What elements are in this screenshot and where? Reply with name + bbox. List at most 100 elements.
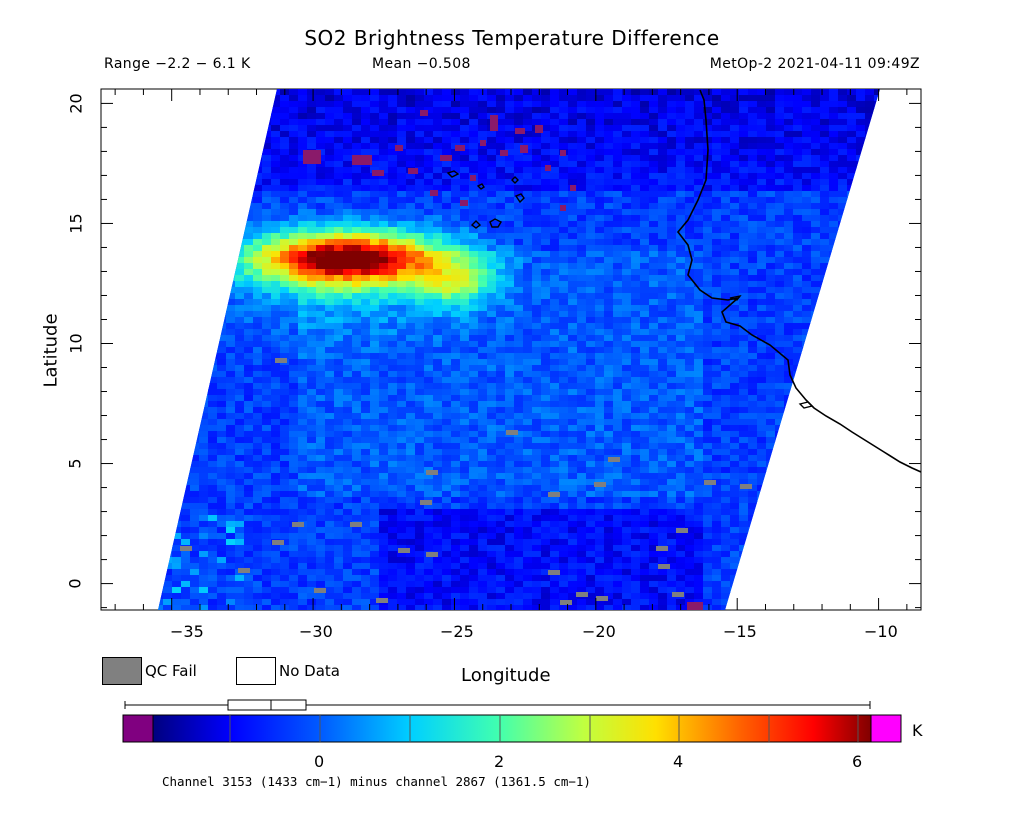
heatmap-cell bbox=[406, 353, 416, 360]
heatmap-cell bbox=[523, 353, 533, 360]
heatmap-cell bbox=[433, 245, 443, 252]
heatmap-cell bbox=[361, 329, 371, 336]
heatmap-cell bbox=[676, 107, 686, 114]
heatmap-cell bbox=[343, 203, 353, 210]
heatmap-cell bbox=[703, 101, 713, 108]
heatmap-cell bbox=[784, 299, 794, 306]
heatmap-cell bbox=[622, 293, 632, 300]
heatmap-cell bbox=[685, 119, 695, 126]
heatmap-cell bbox=[541, 155, 551, 162]
heatmap-cell bbox=[694, 347, 704, 354]
heatmap-cell bbox=[496, 389, 506, 396]
heatmap-cell bbox=[784, 245, 794, 252]
heatmap-cell bbox=[739, 419, 749, 426]
heatmap-cell bbox=[586, 119, 596, 126]
heatmap-cell bbox=[568, 209, 578, 216]
heatmap-cell bbox=[217, 377, 227, 384]
heatmap-cell bbox=[775, 401, 785, 408]
heatmap-cell bbox=[721, 263, 731, 270]
heatmap-cell bbox=[784, 323, 794, 330]
heatmap-cell bbox=[397, 371, 407, 378]
heatmap-cell bbox=[415, 197, 425, 204]
heatmap-cell bbox=[712, 167, 722, 174]
heatmap-cell bbox=[685, 389, 695, 396]
heatmap-cell bbox=[829, 149, 839, 156]
heatmap-cell bbox=[559, 179, 569, 186]
heatmap-cell bbox=[613, 89, 623, 96]
heatmap-cell bbox=[514, 419, 524, 426]
heatmap-cell bbox=[478, 305, 488, 312]
heatmap-cell bbox=[586, 383, 596, 390]
heatmap-cell bbox=[424, 281, 434, 288]
heatmap-cell bbox=[631, 275, 641, 282]
heatmap-cell bbox=[649, 419, 659, 426]
heatmap-cell bbox=[523, 413, 533, 420]
heatmap-cell bbox=[442, 389, 452, 396]
heatmap-cell bbox=[379, 329, 389, 336]
heatmap-cell bbox=[541, 293, 551, 300]
heatmap-cell bbox=[370, 143, 380, 150]
heatmap-cell bbox=[352, 401, 362, 408]
heatmap-cell bbox=[640, 347, 650, 354]
heatmap-cell bbox=[604, 287, 614, 294]
heatmap-cell bbox=[802, 323, 812, 330]
heatmap-cell bbox=[496, 119, 506, 126]
heatmap-cell bbox=[244, 335, 254, 342]
heatmap-cell bbox=[658, 377, 668, 384]
heatmap-cell bbox=[424, 143, 434, 150]
heatmap-cell bbox=[757, 317, 767, 324]
heatmap-cell bbox=[757, 347, 767, 354]
heatmap-cell bbox=[334, 113, 344, 120]
heatmap-cell bbox=[325, 101, 335, 108]
heatmap-cell bbox=[343, 371, 353, 378]
heatmap-cell bbox=[280, 263, 290, 270]
heatmap-cell bbox=[793, 179, 803, 186]
heatmap-cell bbox=[766, 311, 776, 318]
heatmap-cell bbox=[838, 191, 848, 198]
heatmap-cell bbox=[514, 155, 524, 162]
heatmap-cell bbox=[334, 293, 344, 300]
heatmap-cell bbox=[514, 371, 524, 378]
heatmap-cell bbox=[451, 389, 461, 396]
heatmap-cell bbox=[577, 419, 587, 426]
heatmap-cell bbox=[370, 281, 380, 288]
heatmap-cell bbox=[433, 95, 443, 102]
heatmap-cell bbox=[748, 95, 758, 102]
heatmap-cell bbox=[487, 335, 497, 342]
heatmap-cell bbox=[613, 221, 623, 228]
heatmap-cell bbox=[676, 113, 686, 120]
heatmap-cell bbox=[352, 149, 362, 156]
heatmap-cell bbox=[721, 173, 731, 180]
heatmap-cell bbox=[532, 317, 542, 324]
heatmap-cell bbox=[694, 383, 704, 390]
heatmap-cell bbox=[217, 389, 227, 396]
heatmap-cell bbox=[397, 413, 407, 420]
heatmap-cell bbox=[487, 419, 497, 426]
heatmap-cell bbox=[325, 143, 335, 150]
heatmap-cell bbox=[307, 311, 317, 318]
heatmap-cell bbox=[577, 359, 587, 366]
heatmap-cell bbox=[766, 407, 776, 414]
heatmap-cell bbox=[613, 341, 623, 348]
heatmap-cell bbox=[703, 383, 713, 390]
heatmap-cell bbox=[352, 221, 362, 228]
heatmap-cell bbox=[820, 149, 830, 156]
heatmap-cell bbox=[658, 353, 668, 360]
heatmap-cell bbox=[379, 257, 389, 264]
heatmap-cell bbox=[523, 101, 533, 108]
heatmap-cell bbox=[307, 167, 317, 174]
heatmap-cell bbox=[631, 239, 641, 246]
heatmap-cell bbox=[640, 371, 650, 378]
heatmap-cell bbox=[334, 173, 344, 180]
heatmap-cell bbox=[316, 371, 326, 378]
heatmap-cell bbox=[424, 227, 434, 234]
heatmap-cell bbox=[613, 227, 623, 234]
heatmap-cell bbox=[622, 311, 632, 318]
heatmap-cell bbox=[694, 119, 704, 126]
heatmap-cell bbox=[649, 263, 659, 270]
heatmap-cell bbox=[838, 131, 848, 138]
heatmap-cell bbox=[595, 221, 605, 228]
heatmap-cell bbox=[829, 203, 839, 210]
heatmap-cell bbox=[370, 371, 380, 378]
heatmap-cell bbox=[280, 317, 290, 324]
